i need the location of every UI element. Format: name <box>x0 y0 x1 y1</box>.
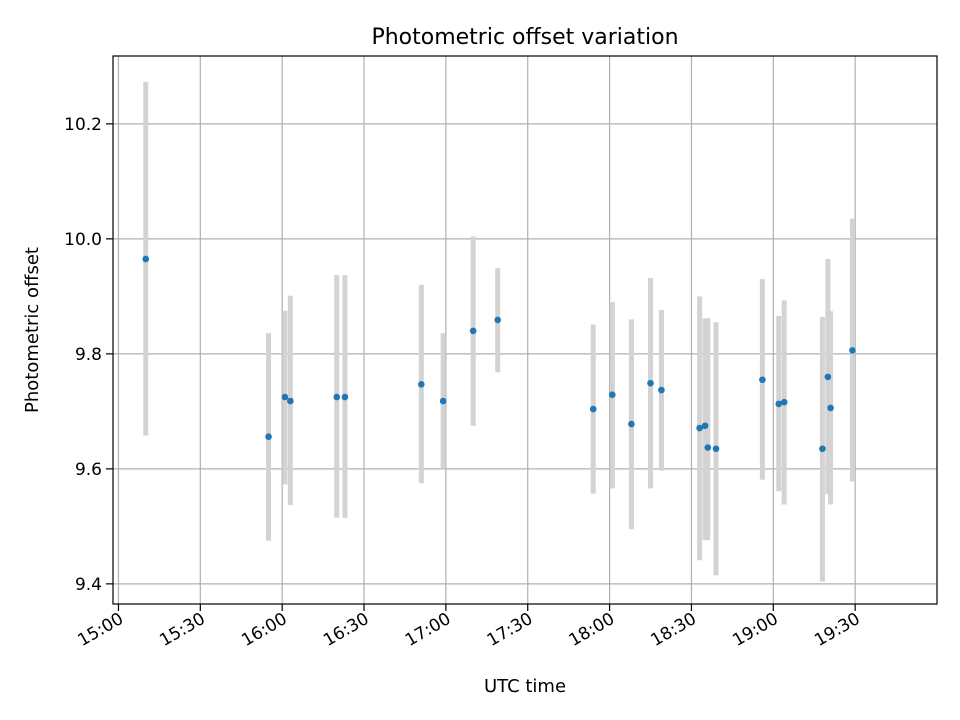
x-tick-label: 15:30 <box>156 609 208 651</box>
data-point <box>704 444 712 451</box>
data-point <box>418 381 425 388</box>
y-tick-label: 9.4 <box>75 575 102 595</box>
data-point <box>609 391 616 398</box>
y-axis-ticks: 9.4 9.6 9.8 10.0 10.2 <box>64 115 113 595</box>
data-point <box>333 393 341 401</box>
data-point <box>287 397 294 405</box>
x-tick-label: 15:00 <box>75 609 127 651</box>
data-point <box>819 445 826 453</box>
x-axis-label: UTC time <box>484 676 566 697</box>
data-point <box>341 393 349 401</box>
data-point <box>775 400 783 408</box>
data-point <box>281 393 289 401</box>
data-point <box>647 379 654 387</box>
y-axis-label: Photometric offset <box>22 247 43 413</box>
data-point <box>469 327 477 335</box>
data-point <box>265 433 272 440</box>
data-point <box>658 386 665 394</box>
x-tick-label: 18:30 <box>648 609 700 651</box>
y-tick-label: 10.0 <box>64 230 102 250</box>
data-points <box>142 255 856 453</box>
x-tick-label: 16:00 <box>238 609 290 651</box>
data-point <box>849 347 856 354</box>
data-point <box>824 373 832 381</box>
data-point <box>701 422 709 430</box>
y-tick-label: 9.8 <box>75 345 102 365</box>
x-axis-ticks: 15:00 15:30 16:00 16:30 17:00 17:30 18:00 18:30… <box>75 604 864 651</box>
data-point <box>494 316 502 324</box>
plot-frame <box>112 55 938 605</box>
data-point <box>628 420 635 428</box>
data-point <box>712 445 720 453</box>
error-bars <box>143 81 855 582</box>
y-tick-label: 9.6 <box>75 460 102 480</box>
x-tick-label: 19:30 <box>811 609 863 651</box>
data-point <box>439 397 447 405</box>
chart-title: Photometric offset variation <box>371 25 678 50</box>
data-point <box>759 376 766 384</box>
data-point <box>142 255 150 263</box>
data-point <box>780 398 788 406</box>
x-tick-label: 18:00 <box>566 609 618 651</box>
x-tick-label: 19:00 <box>729 609 781 651</box>
x-tick-label: 17:00 <box>402 609 454 651</box>
y-tick-label: 10.2 <box>64 115 102 135</box>
x-tick-label: 17:30 <box>484 609 536 651</box>
grid-lines <box>113 56 937 604</box>
data-point <box>589 405 597 413</box>
data-point <box>827 404 834 412</box>
x-tick-label: 16:30 <box>320 609 372 651</box>
data-point <box>696 424 703 432</box>
